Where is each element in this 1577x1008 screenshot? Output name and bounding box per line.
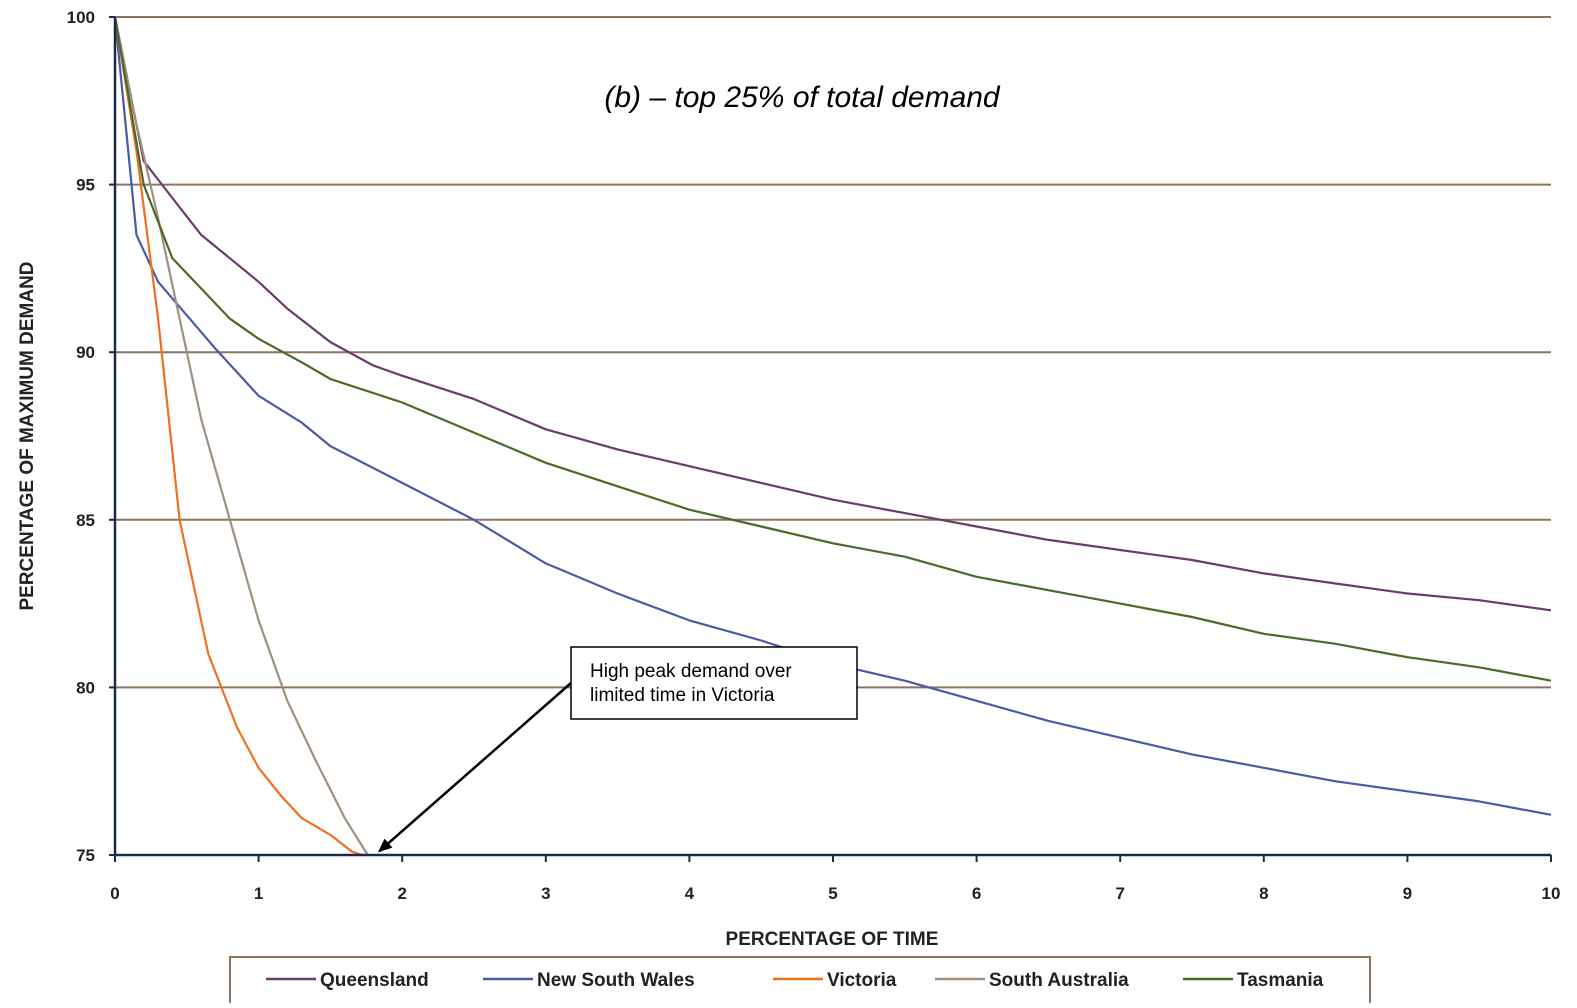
- legend: Queensland New South Wales Victoria South A…: [229, 956, 1371, 1006]
- x-tick-label: 4: [685, 884, 695, 903]
- x-tick-label: 1: [254, 884, 263, 903]
- x-tick-label: 7: [1115, 884, 1124, 903]
- series-lines: [113, 16, 1552, 857]
- annotation-text: limited time in Victoria: [590, 685, 775, 706]
- gridlines: [115, 16, 1551, 856]
- series-line-victoria: [113, 16, 363, 857]
- x-axis-title: PERCENTAGE OF TIME: [726, 929, 939, 950]
- series-line-tasmania: [113, 16, 1552, 682]
- x-tick-label: 6: [972, 884, 981, 903]
- x-tick-label: 9: [1403, 884, 1412, 903]
- x-tick-label: 5: [828, 884, 837, 903]
- x-tick-label: 8: [1259, 884, 1268, 903]
- legend-label-south-australia: South Australia: [989, 970, 1129, 991]
- x-tick-label: 3: [541, 884, 550, 903]
- series-line-queensland: [113, 16, 1552, 612]
- x-tick-label: 10: [1542, 884, 1561, 903]
- annotation-box: [570, 646, 858, 720]
- y-tick-label: 95: [76, 176, 95, 195]
- series-line-new-south-wales: [113, 16, 1552, 816]
- annotation-arrow: [377, 682, 572, 853]
- annotation-text: High peak demand over: [590, 661, 792, 682]
- legend-box: [229, 956, 1371, 1006]
- legend-label-victoria: Victoria: [827, 970, 897, 991]
- y-tick-label: 80: [76, 678, 95, 697]
- series-line-south-australia: [113, 16, 369, 856]
- x-tick-label: 2: [397, 884, 406, 903]
- annotation: High peak demand over limited time in Vic…: [377, 646, 858, 853]
- y-tick-label: 100: [67, 8, 95, 27]
- y-tick-label: 90: [76, 343, 95, 362]
- y-tick-label: 85: [76, 511, 95, 530]
- x-tick-label: 0: [110, 884, 119, 903]
- y-axis-title: PERCENTAGE OF MAXIMUM DEMAND: [17, 261, 38, 610]
- legend-label-queensland: Queensland: [320, 970, 429, 991]
- tick-labels: 75 80 85 90 95 100 0 1 2 3 4 5 6 7 8 9 10: [67, 8, 1561, 903]
- axes: [109, 16, 1552, 862]
- chart-title: (b) – top 25% of total demand: [604, 81, 1001, 114]
- legend-label-new-south-wales: New South Wales: [537, 970, 695, 991]
- legend-label-tasmania: Tasmania: [1237, 970, 1324, 991]
- y-tick-label: 75: [76, 846, 95, 865]
